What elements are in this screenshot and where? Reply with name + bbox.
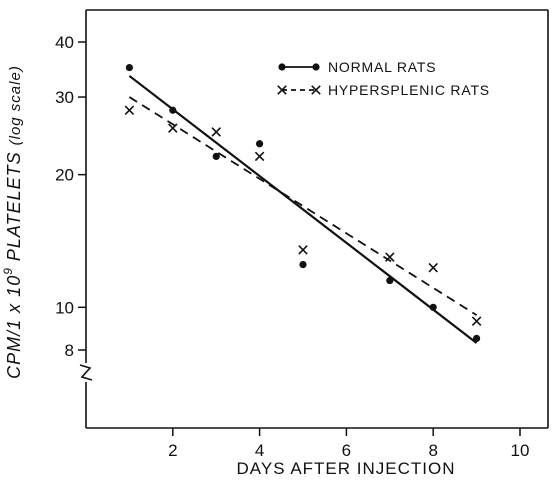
normal-rats-point [125, 63, 133, 72]
x-marker-stroke [385, 252, 395, 262]
fit-lines [128, 75, 478, 344]
y-axis-break-mark [79, 364, 93, 381]
normal-rats-point [299, 260, 307, 269]
legend-marker [278, 63, 286, 71]
normal-rats-point [386, 276, 394, 285]
y-tick-label: 20 [55, 166, 74, 185]
x-tick-label: 4 [255, 441, 264, 460]
legend-marker [311, 85, 321, 95]
axis-labels: DAYS AFTER INJECTION CPM/1 x 109 PLATELET… [1, 65, 456, 478]
legend-entry-1: HYPERSPLENIC RATS [277, 82, 490, 98]
x-axis-label: DAYS AFTER INJECTION [237, 459, 456, 478]
data-points [124, 63, 482, 342]
x-tick-label: 10 [511, 441, 530, 460]
y-axis-label-rest: PLATELETS [4, 145, 24, 267]
y-tick-label: 8 [65, 341, 74, 360]
hypersplenic-rats-point [298, 245, 308, 255]
hypersplenic-rats-point [254, 151, 265, 162]
x-marker-stroke [311, 85, 321, 95]
x-tick-label: 6 [342, 441, 351, 460]
legend-marker [277, 85, 287, 95]
y-axis-label: CPM/1 x 109 PLATELETS (log scale) [1, 65, 24, 379]
legend-entry-0: NORMAL RATS [278, 59, 436, 75]
fit-line-series-1 [128, 96, 478, 316]
x-marker-stroke [124, 105, 135, 116]
legend-marker [312, 63, 320, 71]
normal-rats-point [473, 334, 481, 342]
hypersplenic-rats-point [428, 262, 438, 273]
hypersplenic-rats-point [471, 316, 482, 326]
axes: 8 10 20 30 40 2 4 6 8 10 [55, 9, 549, 460]
legend: NORMAL RATS HYPERSPLENIC RATS [277, 59, 490, 98]
x-tick-label: 2 [168, 441, 177, 460]
x-marker-stroke [277, 85, 287, 95]
hypersplenic-rats-point [211, 127, 221, 137]
legend-label: HYPERSPLENIC RATS [328, 82, 490, 98]
x-marker-stroke [254, 151, 265, 162]
normal-rats-point [256, 140, 264, 148]
y-axis-label-scale-note: (log scale) [7, 65, 24, 145]
hypersplenic-rats-point [168, 123, 178, 133]
x-tick-label: 8 [428, 441, 437, 460]
hypersplenic-rats-point [124, 105, 135, 116]
y-axis-label-main: CPM/1 x 10 [4, 275, 24, 379]
x-marker-stroke [471, 316, 482, 326]
normal-rats-point [169, 106, 177, 114]
x-marker-stroke [428, 262, 438, 273]
y-tick-label: 10 [55, 298, 74, 317]
y-tick-label: 30 [55, 88, 74, 107]
fit-line-series-0 [128, 75, 478, 344]
x-marker-stroke [211, 127, 221, 137]
normal-rats-point [212, 152, 220, 161]
x-marker-stroke [168, 123, 178, 133]
y-axis-label-exponent: 9 [1, 267, 15, 275]
hypersplenic-rats-point [385, 252, 395, 262]
normal-rats-point [429, 303, 437, 311]
legend-label: NORMAL RATS [328, 59, 436, 75]
y-tick-label: 40 [55, 33, 74, 52]
x-marker-stroke [298, 245, 308, 255]
